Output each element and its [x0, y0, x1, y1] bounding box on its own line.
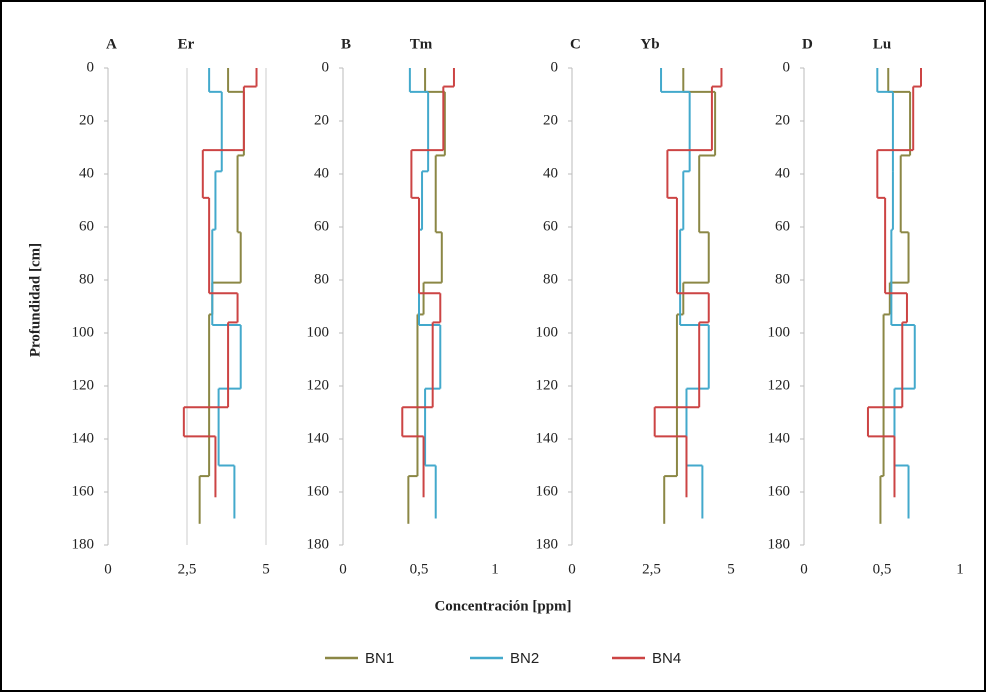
- x-tick-label: 0: [800, 561, 808, 577]
- y-tick-label: 100: [536, 324, 559, 340]
- x-tick-label: 5: [727, 561, 735, 577]
- y-tick-label: 100: [768, 324, 791, 340]
- y-tick-label: 0: [87, 59, 95, 75]
- y-tick-label: 20: [314, 112, 329, 128]
- panel-title: Lu: [873, 36, 891, 52]
- y-tick-label: 20: [775, 112, 790, 128]
- x-axis-label: Concentración [ppm]: [434, 598, 571, 614]
- y-tick-label: 120: [72, 377, 95, 393]
- y-tick-label: 180: [768, 536, 791, 552]
- y-tick-label: 160: [536, 483, 559, 499]
- y-tick-label: 80: [775, 271, 790, 287]
- y-tick-label: 140: [307, 430, 330, 446]
- x-tick-label: 0: [568, 561, 576, 577]
- legend-label: BN4: [652, 650, 681, 667]
- x-tick-label: 2,5: [178, 561, 197, 577]
- y-axis-label: Profundidad [cm]: [27, 243, 43, 357]
- y-tick-label: 20: [79, 112, 94, 128]
- y-tick-label: 160: [768, 483, 791, 499]
- y-tick-label: 160: [307, 483, 330, 499]
- y-tick-label: 40: [543, 165, 558, 181]
- y-tick-label: 80: [543, 271, 558, 287]
- y-tick-label: 0: [322, 59, 330, 75]
- y-tick-label: 0: [551, 59, 559, 75]
- y-tick-label: 40: [314, 165, 329, 181]
- panel-label: A: [106, 36, 117, 52]
- y-tick-label: 180: [536, 536, 559, 552]
- x-tick-label: 2,5: [642, 561, 661, 577]
- x-tick-label: 0: [339, 561, 347, 577]
- panel-label: B: [341, 36, 351, 52]
- y-tick-label: 140: [536, 430, 559, 446]
- y-tick-label: 60: [543, 218, 558, 234]
- y-tick-label: 20: [543, 112, 558, 128]
- x-tick-label: 0: [104, 561, 112, 577]
- x-tick-label: 0,5: [873, 561, 892, 577]
- panel-title: Er: [178, 36, 195, 52]
- panel-title: Tm: [410, 36, 433, 52]
- x-tick-label: 0,5: [410, 561, 429, 577]
- y-tick-label: 120: [307, 377, 330, 393]
- y-tick-label: 180: [72, 536, 95, 552]
- y-tick-label: 100: [72, 324, 95, 340]
- x-tick-label: 5: [262, 561, 270, 577]
- y-tick-label: 160: [72, 483, 95, 499]
- y-tick-label: 40: [79, 165, 94, 181]
- x-tick-label: 1: [491, 561, 499, 577]
- y-tick-label: 40: [775, 165, 790, 181]
- x-tick-label: 1: [956, 561, 964, 577]
- y-tick-label: 80: [314, 271, 329, 287]
- y-tick-label: 140: [72, 430, 95, 446]
- legend-label: BN2: [510, 650, 539, 667]
- y-tick-label: 0: [783, 59, 791, 75]
- y-tick-label: 60: [79, 218, 94, 234]
- y-tick-label: 100: [307, 324, 330, 340]
- panel-label: C: [570, 36, 581, 52]
- y-tick-label: 180: [307, 536, 330, 552]
- y-tick-label: 80: [79, 271, 94, 287]
- y-tick-label: 120: [536, 377, 559, 393]
- legend-label: BN1: [365, 650, 394, 667]
- y-tick-label: 140: [768, 430, 791, 446]
- panel-title: Yb: [640, 36, 659, 52]
- y-tick-label: 120: [768, 377, 791, 393]
- y-tick-label: 60: [314, 218, 329, 234]
- y-tick-label: 60: [775, 218, 790, 234]
- panel-label: D: [802, 36, 813, 52]
